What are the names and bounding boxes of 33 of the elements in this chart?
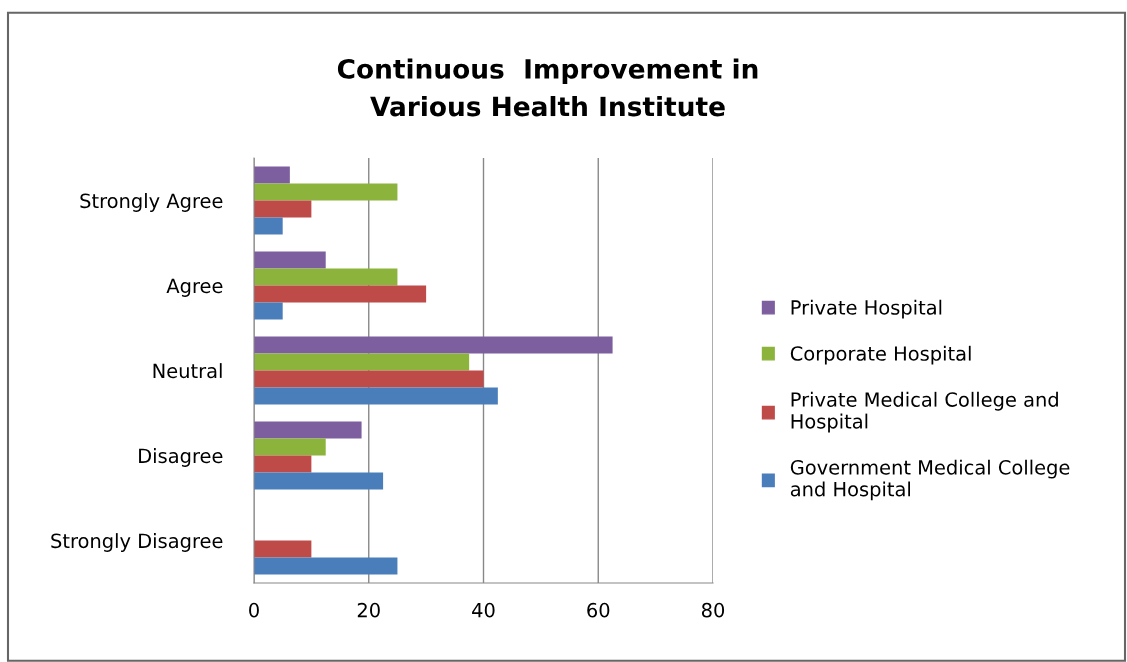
bar: [254, 183, 398, 201]
bar: [254, 438, 326, 456]
y-tick-label: Strongly Disagree: [51, 533, 223, 552]
x-tick-label: 40: [472, 602, 495, 618]
x-tick-label: 80: [701, 602, 725, 618]
legend-label: Private Medical College and Hospital: [791, 391, 1058, 433]
bar: [254, 557, 398, 575]
y-tick-label: Neutral: [153, 363, 222, 379]
bar: [254, 166, 290, 184]
bar: [254, 472, 384, 490]
legend-label: Corporate Hospital: [790, 345, 971, 365]
bar: [254, 540, 312, 558]
x-tick-label: 0: [249, 602, 259, 618]
y-tick-label: Agree: [166, 278, 223, 297]
bar: [254, 387, 498, 405]
bar: [254, 336, 613, 354]
legend-label: Government Medical College and Hospital: [790, 459, 1070, 501]
legend-label: Private Hospital: [791, 299, 942, 319]
chart-title: Continuous Improvement in Various Health Institute: [337, 58, 758, 117]
bar: [254, 455, 312, 473]
bar: [254, 217, 283, 235]
y-tick-label: Strongly Agree: [80, 193, 223, 212]
bar: [254, 302, 283, 320]
bar: [254, 285, 427, 303]
bar: [254, 370, 484, 388]
bar: [254, 251, 326, 269]
bar: [254, 353, 470, 371]
bar: [254, 200, 312, 218]
y-tick-label: Disagree: [139, 448, 223, 467]
bar: [254, 421, 362, 439]
bar: [254, 268, 398, 286]
x-tick-label: 20: [357, 602, 380, 618]
x-tick-label: 60: [587, 602, 610, 618]
